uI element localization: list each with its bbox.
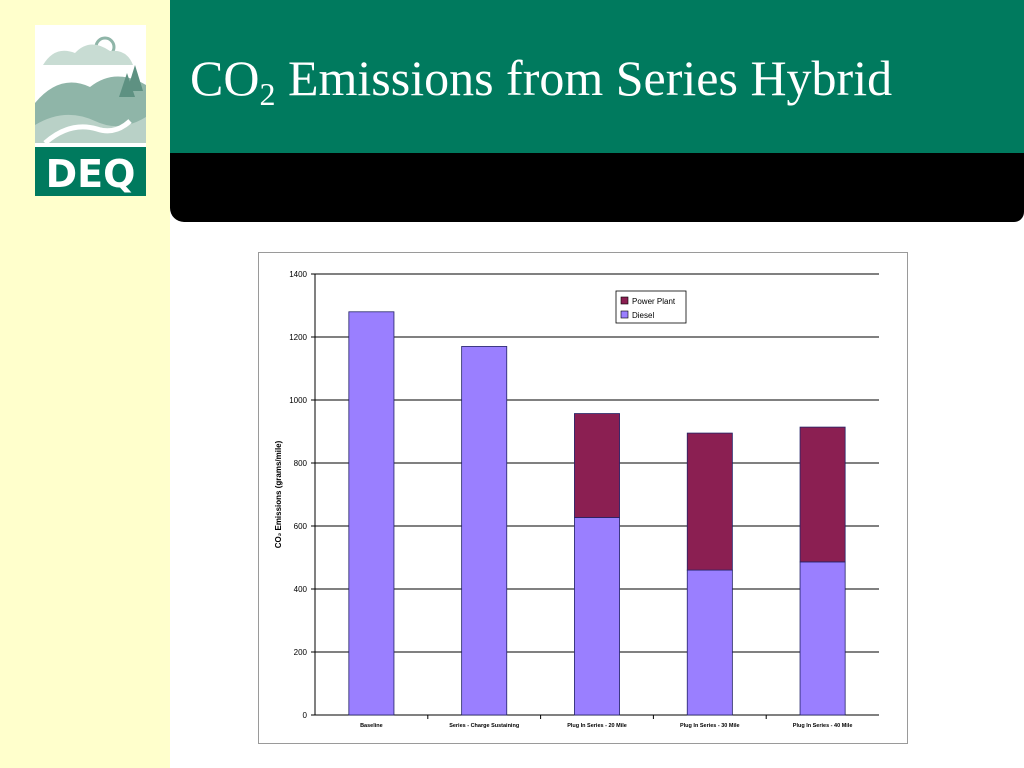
- slide-title: CO2 Emissions from Series Hybrid: [190, 48, 893, 110]
- y-tick-label: 800: [294, 459, 308, 468]
- stacked-bar-chart: 0 200 400 600 800 1000 1200 1400 Baseline Series …: [274, 270, 879, 729]
- title-rest: Emissions from Series Hybrid: [275, 50, 893, 106]
- y-tick-label: 1000: [289, 396, 307, 405]
- bar-power-plant: [799, 426, 846, 563]
- bar-diesel: [799, 561, 846, 716]
- title-banner-green: [170, 0, 1024, 153]
- legend-swatch: [620, 296, 629, 305]
- bar-diesel: [461, 346, 508, 716]
- y-tick-label: 400: [294, 585, 308, 594]
- x-tick-label: Plug In Series - 20 Mile: [567, 723, 627, 729]
- y-tick-label: 600: [294, 522, 308, 531]
- y-tick-label: 1200: [289, 333, 307, 342]
- legend-label: Power Plant: [632, 297, 676, 306]
- x-tick-label: Plug In Series - 40 Mile: [793, 723, 853, 729]
- logo-text: DEQ: [46, 152, 136, 196]
- bar-power-plant: [574, 413, 620, 518]
- title-main: CO: [190, 50, 260, 106]
- bar-diesel: [574, 517, 620, 716]
- bar-power-plant: [686, 432, 733, 571]
- y-axis-label: CO₂ Emissions (grams/mile): [274, 440, 283, 548]
- x-tick-label: Plug In Series - 30 Mile: [680, 723, 740, 729]
- bar-diesel: [686, 569, 733, 716]
- y-tick-label: 1400: [289, 270, 307, 279]
- legend-label: Diesel: [632, 311, 654, 320]
- chart-frame: 0 200 400 600 800 1000 1200 1400 Baseline Series …: [258, 252, 908, 744]
- title-banner: CO2 Emissions from Series Hybrid: [170, 0, 1024, 222]
- x-tick-label: Baseline: [360, 723, 383, 729]
- bar-diesel: [348, 311, 395, 716]
- title-subscript: 2: [259, 76, 276, 112]
- x-tick-label: Series - Charge Sustaining: [449, 723, 519, 729]
- legend: Power Plant Diesel: [615, 290, 687, 324]
- y-tick-label: 0: [303, 711, 308, 720]
- legend-swatch: [620, 310, 629, 319]
- deq-logo: DEQ: [35, 25, 146, 196]
- y-tick-label: 200: [294, 648, 308, 657]
